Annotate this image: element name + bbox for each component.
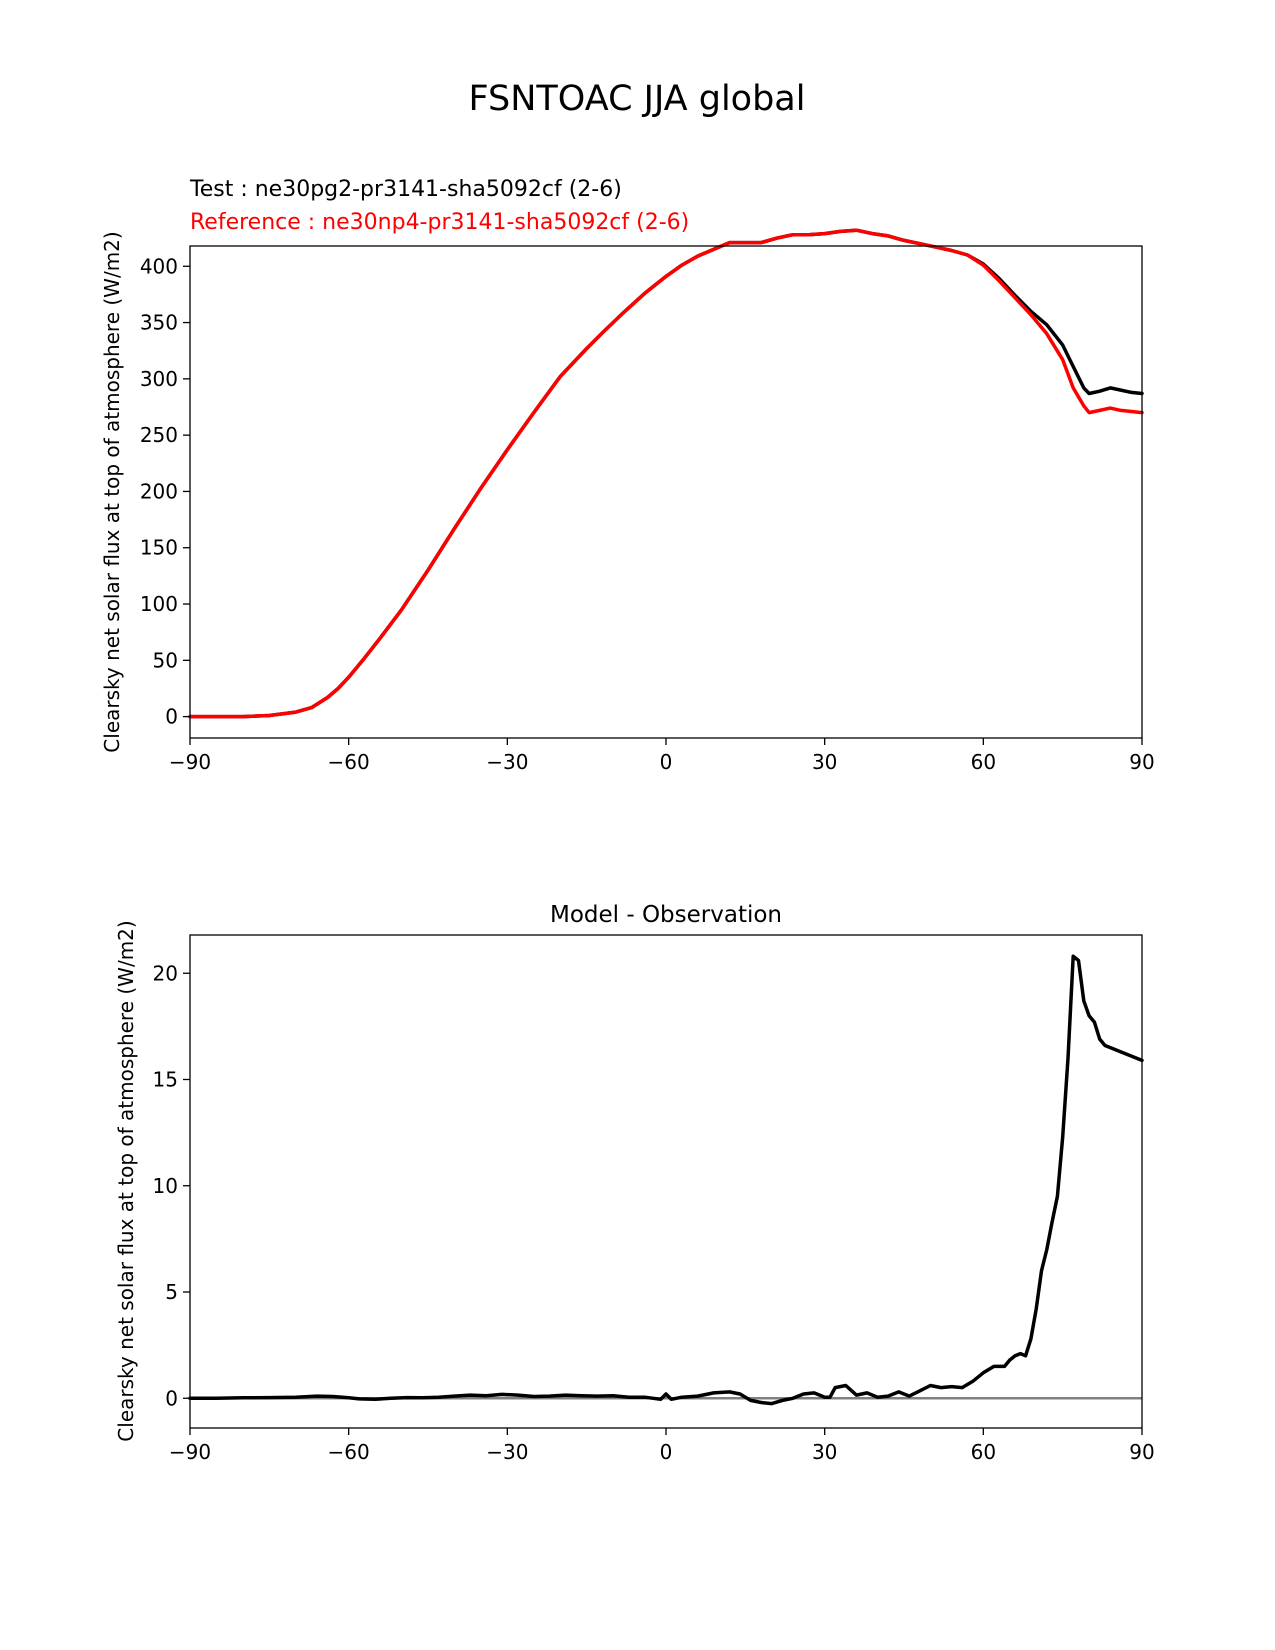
top-x-tick-label: −30 [486, 750, 528, 774]
top-x-tick-label: −60 [328, 750, 370, 774]
top-y-tick-label: 250 [140, 423, 178, 447]
bottom-x-tick-label: −60 [328, 1440, 370, 1464]
top-series-line-reference [188, 228, 1144, 719]
bottom-y-tick-label: 20 [153, 961, 178, 985]
bottom-y-tick-label: 10 [153, 1174, 178, 1198]
bottom-y-tick-label: 0 [165, 1386, 178, 1410]
bottom-series-line-difference [188, 954, 1144, 1406]
figure-title: FSNTOAC JJA global [469, 79, 806, 119]
bottom-x-tick-label: 90 [1129, 1440, 1154, 1464]
top-x-tick-label: 30 [812, 750, 837, 774]
bottom-y-tick-label: 5 [165, 1280, 178, 1304]
bottom-x-tick-label: −90 [169, 1440, 211, 1464]
top-x-tick-label: 0 [660, 750, 673, 774]
bottom-y-axis-label: Clearsky net solar flux at top of atmosp… [114, 920, 138, 1441]
top-y-axis-label: Clearsky net solar flux at top of atmosp… [100, 231, 124, 752]
top-x-tick-label: −90 [169, 750, 211, 774]
top-y-tick-label: 50 [153, 648, 178, 672]
bottom-x-tick-label: 30 [812, 1440, 837, 1464]
bottom-axes-frame [189, 934, 1143, 1429]
top-panel: Test : ne30pg2-pr3141-sha5092cf (2-6) Re… [100, 177, 1155, 774]
top-y-tick-label: 0 [165, 705, 178, 729]
bottom-x-tick-label: 0 [660, 1440, 673, 1464]
top-y-tick-label: 200 [140, 479, 178, 503]
top-x-tick-label: 90 [1129, 750, 1154, 774]
top-y-tick-label: 100 [140, 592, 178, 616]
bottom-x-tick-label: 60 [971, 1440, 996, 1464]
bottom-x-tick-label: −30 [486, 1440, 528, 1464]
bottom-plot-area: −90 −60 −30 0 30 60 90 0 5 10 15 20 [153, 954, 1155, 1464]
top-y-tick-label: 350 [140, 311, 178, 335]
bottom-y-tick-label: 15 [153, 1068, 178, 1092]
top-y-tick-label: 150 [140, 536, 178, 560]
test-label: Test : ne30pg2-pr3141-sha5092cf (2-6) [189, 177, 622, 202]
top-plot-area: −90 −60 −30 0 30 60 90 0 50 100 150 200 250 300 350 400 [140, 228, 1155, 774]
top-axes-frame [189, 245, 1143, 739]
bottom-panel: Model - Observation Clearsky net solar f… [114, 902, 1155, 1464]
reference-label: Reference : ne30np4-pr3141-sha5092cf (2-… [190, 210, 689, 235]
top-x-tick-label: 60 [971, 750, 996, 774]
top-y-tick-label: 400 [140, 254, 178, 278]
top-y-tick-label: 300 [140, 367, 178, 391]
top-series-line-test [188, 228, 1144, 719]
bottom-chart-title: Model - Observation [550, 902, 782, 928]
